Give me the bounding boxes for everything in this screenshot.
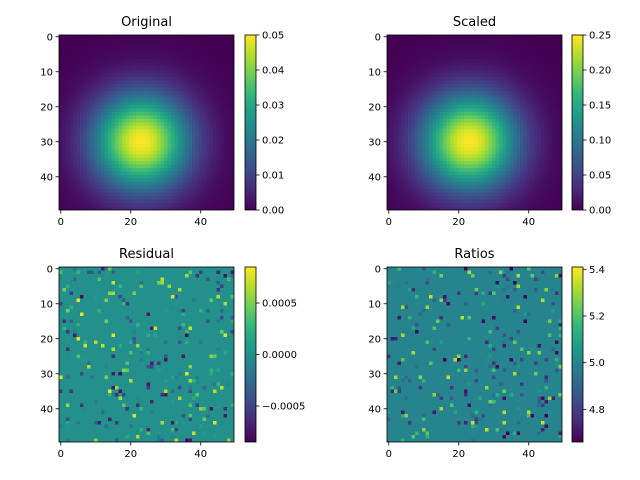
y-tick-label: 40 (368, 404, 381, 415)
y-tick-label: 0 (375, 264, 381, 275)
colorbar-tick-label: 0.0000 (262, 350, 297, 361)
y-tick-label: 30 (368, 137, 381, 148)
colorbar-tick-label: 0.05 (589, 171, 611, 182)
x-tick-label: 0 (58, 217, 64, 228)
plot-frame (58, 266, 235, 443)
plot-frame (386, 34, 563, 211)
x-tick-label: 20 (124, 449, 137, 460)
colorbar-tick-label: 0.05 (262, 31, 284, 42)
x-tick-label: 40 (522, 217, 535, 228)
x-tick-label: 40 (522, 449, 535, 460)
heatmap-image (387, 267, 562, 442)
colorbar-tick-label: 5.4 (589, 265, 605, 276)
colorbar-tick-label: 0.10 (589, 136, 611, 147)
y-tick-label: 20 (40, 334, 53, 345)
panel-title: Ratios (454, 247, 494, 262)
colorbar-tick-label: 0.15 (589, 101, 611, 112)
panel-title: Scaled (453, 15, 496, 30)
panel-original: Original 0 20 40 0 10 20 30 40 0.00 0.01 0.02 0.03 0.… (40, 15, 284, 228)
y-tick-label: 10 (368, 299, 381, 310)
x-tick-label: 40 (194, 217, 207, 228)
plot-frame (386, 266, 563, 443)
y-tick-label: 40 (368, 172, 381, 183)
colorbar-tick-label: −0.0005 (262, 401, 305, 412)
y-tick-label: 30 (40, 369, 53, 380)
heatmap-image (387, 35, 562, 210)
y-tick-label: 40 (40, 172, 53, 183)
y-tick-label: 10 (40, 299, 53, 310)
y-tick-label: 10 (368, 67, 381, 78)
colorbar-tick-label: 0.0005 (262, 299, 297, 310)
y-tick-label: 0 (47, 32, 53, 43)
x-tick-label: 20 (452, 217, 465, 228)
y-tick-label: 40 (40, 404, 53, 415)
colorbar-tick-label: 4.8 (589, 405, 605, 416)
x-tick-label: 20 (124, 217, 137, 228)
x-tick-label: 40 (194, 449, 207, 460)
panel-title: Residual (119, 247, 174, 262)
x-tick-label: 0 (58, 449, 64, 460)
colorbar (244, 266, 257, 443)
colorbar-tick-label: 0.01 (262, 171, 284, 182)
y-tick-label: 0 (47, 264, 53, 275)
plot-frame (58, 34, 235, 211)
colorbar (571, 34, 584, 211)
y-tick-label: 20 (368, 102, 381, 113)
x-tick-label: 0 (386, 217, 392, 228)
panel-title: Original (121, 15, 172, 30)
panel-scaled: Scaled 0 20 40 0 10 20 30 40 0.00 0.05 0.10 0.15 0.20… (368, 15, 611, 228)
colorbar-tick-label: 0.04 (262, 66, 284, 77)
y-tick-label: 30 (40, 137, 53, 148)
colorbar-tick-label: 0.00 (589, 206, 611, 217)
y-tick-label: 20 (40, 102, 53, 113)
heatmap-image (59, 267, 234, 442)
colorbar-tick-label: 0.20 (589, 66, 611, 77)
panel-ratios: Ratios 0 20 40 0 10 20 30 40 5.4 5.2 5.0 4.8 (368, 247, 605, 460)
heatmap-image (59, 35, 234, 210)
y-tick-label: 10 (40, 67, 53, 78)
x-tick-label: 20 (452, 449, 465, 460)
colorbar-tick-label: 5.2 (589, 312, 605, 323)
colorbar-tick-label: 5.0 (589, 358, 605, 369)
colorbar (571, 266, 584, 443)
colorbar-tick-label: 0.02 (262, 136, 284, 147)
y-tick-label: 20 (368, 334, 381, 345)
x-tick-label: 0 (386, 449, 392, 460)
panel-residual: Residual 0 20 40 0 10 20 30 40 0.0005 0.0000 −0.000… (40, 247, 305, 460)
colorbar (244, 34, 257, 211)
y-tick-label: 30 (368, 369, 381, 380)
colorbar-tick-label: 0.00 (262, 206, 284, 217)
colorbar-tick-label: 0.25 (589, 31, 611, 42)
y-tick-label: 0 (375, 32, 381, 43)
colorbar-tick-label: 0.03 (262, 101, 284, 112)
